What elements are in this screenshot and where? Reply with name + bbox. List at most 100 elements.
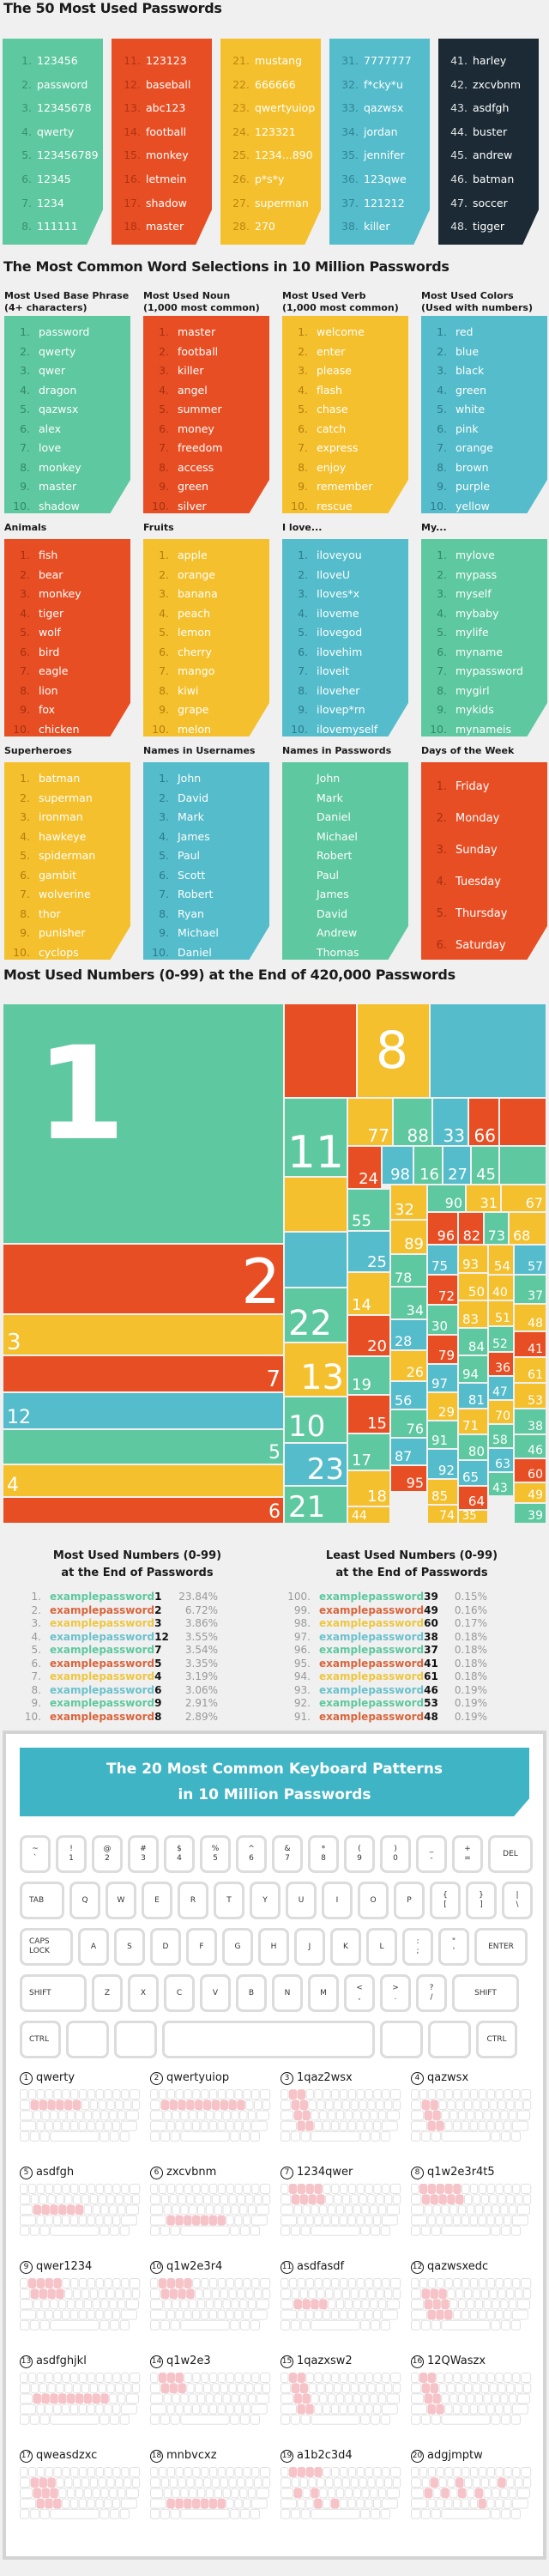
key-del: DEL (488, 1835, 533, 1873)
example-password: examplepassword1 (50, 1591, 178, 1604)
word-text: angel (178, 383, 208, 397)
pattern-label: asdfghjkl (36, 2355, 87, 2367)
pattern-label: a1b2c3d4 (297, 2449, 353, 2462)
word-text: wolf (39, 626, 61, 639)
number-row: 99. examplepassword49 0.16% (274, 1604, 549, 1618)
example-password: examplepassword9 (50, 1697, 178, 1711)
keyboard-pattern: 3 1qaz2wsx (281, 2067, 402, 2161)
word-text: please (317, 364, 352, 377)
rank: 7. (31, 1670, 41, 1682)
password-text: football (146, 124, 187, 138)
word-text: batman (39, 772, 81, 785)
pattern-grid: 1 qwerty 2 qwertyuiop 3 1qaz2wsx 4 qazwsx 5 asdfg… (20, 2067, 532, 2539)
treemap-cell: 46 (514, 1434, 546, 1458)
key-top: Y (262, 1895, 268, 1905)
rank: 10. (430, 499, 447, 512)
treemap-cell: 56 (390, 1381, 427, 1409)
key-blank (428, 2021, 471, 2058)
word-item: 9. Michael (150, 924, 266, 943)
password-text: harley (473, 54, 507, 67)
word-text: password (39, 325, 90, 338)
rank: 6. (159, 868, 169, 882)
pattern-title: 12 qazwsxedc (411, 2256, 533, 2278)
word-item: 1. iloveyou (289, 546, 405, 566)
treemap-cell: 82 (458, 1212, 484, 1245)
example-password: examplepassword48 (319, 1711, 448, 1724)
word-text: tiger (39, 606, 64, 620)
key-z: Z (92, 1974, 123, 2012)
word-item: 3. killer (150, 361, 266, 381)
treemap-cell: 18 (347, 1470, 390, 1506)
most-used-title-1: Most Used Numbers (0-99) (52, 1549, 222, 1562)
key-": " ' (438, 1928, 469, 1966)
rank: 35. (341, 148, 359, 162)
example-password: examplepassword6 (50, 1684, 178, 1698)
pattern-title: 15 1qazxsw2 (281, 2350, 402, 2373)
rank: 3. (436, 844, 447, 857)
word-text: ironman (39, 810, 83, 823)
password-item: 26. p*s*y (227, 167, 317, 191)
pattern-label: q1w2e3r4 (166, 2260, 223, 2273)
password-text: 123123 (146, 54, 187, 67)
example-password: examplepassword38 (319, 1631, 448, 1645)
treemap-cell: 7 (3, 1355, 284, 1392)
rank: 10. (291, 722, 308, 736)
rank: 9. (21, 243, 32, 257)
password-text: f*cky*u (364, 77, 403, 91)
word-text: iloveyou (317, 549, 362, 561)
word-text: Sunday (455, 844, 498, 857)
key-top: A (90, 1942, 97, 1951)
password-item: 24. 123321 (227, 120, 317, 144)
treemap-cell: 98 (382, 1146, 413, 1185)
word-item: Paul (289, 866, 405, 886)
pattern-label: 1qazxsw2 (297, 2355, 353, 2367)
word-item: 10. ilovemyself (289, 720, 405, 737)
password-text: jordan (364, 124, 398, 138)
password-text: baseball (146, 77, 191, 91)
mini-keyboard-icon (411, 2278, 532, 2331)
key-top: G (234, 1942, 241, 1951)
password-text: 123456 (37, 54, 78, 67)
key-top: @ (103, 1845, 112, 1854)
treemap-cell: 35 (458, 1510, 488, 1524)
key-:: :; (402, 1928, 433, 1966)
rank: 8. (21, 220, 32, 233)
rank: 7. (437, 441, 447, 454)
key-top: L (379, 1942, 384, 1951)
word-card: John Mark Daniel Michael Robert Paul James Davi… (282, 762, 408, 960)
rank: 10. (13, 722, 30, 736)
keyboard-pattern: 5 asdfgh (20, 2161, 142, 2256)
pattern-label: 1234qwer (297, 2166, 353, 2179)
pattern-title: 20 adgjmptw (411, 2445, 533, 2467)
number-row: 97. examplepassword38 0.18% (274, 1631, 549, 1645)
word-item: 7. orange (428, 439, 544, 458)
rank: 6. (436, 939, 447, 952)
word-item: 1. master (150, 323, 266, 342)
treemap-cell: 15 (347, 1395, 390, 1433)
password-text: 1234567 (37, 243, 85, 257)
word-text: Paul (178, 849, 201, 862)
word-text: dragon (39, 383, 77, 397)
word-text: mygirl (455, 683, 490, 697)
rank: 5. (298, 403, 308, 415)
word-item: John (289, 769, 405, 789)
key-top: DEL (503, 1849, 518, 1858)
word-item: 2. bear (11, 566, 127, 585)
percentage: 0.16% (454, 1603, 487, 1616)
word-text: mypassword (455, 664, 523, 677)
key-bottom: 1 (69, 1854, 74, 1863)
rank: 1. (436, 780, 447, 793)
treemap-cell: 37 (514, 1275, 546, 1304)
mini-keyboard-icon (150, 2089, 271, 2142)
word-item: 5. mylife (428, 623, 544, 643)
key-?: ? / (416, 1974, 447, 2012)
word-text: enjoy (317, 460, 347, 474)
key-): ) 0 (380, 1835, 411, 1873)
word-group: I love... 1. iloveyou 2. IloveU 3. Iloves*x 4. i… (282, 518, 408, 742)
rank: 3. (20, 364, 30, 377)
password-item: 1. 123456 (9, 49, 100, 73)
key-i: I (322, 1882, 353, 1919)
rank: 9. (20, 926, 30, 939)
word-item: 6. ilovehim (289, 643, 405, 663)
password-item: 41. harley (445, 49, 535, 73)
